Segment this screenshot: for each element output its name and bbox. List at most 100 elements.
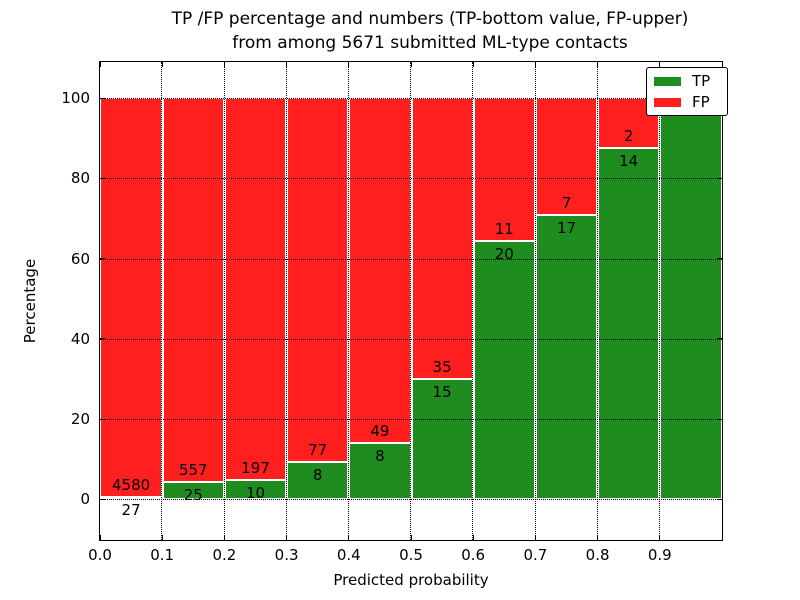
- bar-label-tp: 17: [556, 219, 577, 238]
- y-tick-right: [717, 418, 722, 420]
- x-gridline-dots: [596, 62, 598, 540]
- bar-label-tp: 20: [494, 244, 514, 263]
- x-tick-label: 0.5: [399, 546, 423, 564]
- x-tick-top: [410, 62, 412, 67]
- y-tick-label: 80: [70, 169, 90, 188]
- x-gridline: [533, 62, 537, 540]
- x-gridline-dots: [534, 62, 536, 540]
- bar-segment-fp: [411, 98, 474, 380]
- bar-label-fp: 197: [241, 459, 270, 478]
- bar-label-fp: 77: [308, 440, 328, 459]
- y-tick-label: 100: [61, 89, 90, 108]
- y-tick-right: [717, 338, 722, 340]
- x-gridline: [596, 62, 600, 540]
- x-gridline-dots: [161, 62, 163, 540]
- legend-item-fp: FP: [654, 94, 720, 110]
- x-tick: [286, 535, 288, 540]
- bar-label-tp: 8: [375, 447, 385, 466]
- x-tick-label: 0.9: [647, 546, 672, 564]
- bar-label-fp: 7: [561, 194, 572, 213]
- x-gridline: [658, 62, 662, 540]
- x-gridline-dots: [223, 62, 225, 540]
- x-gridline-dots: [410, 62, 412, 540]
- bar-label-fp: 49: [370, 422, 390, 441]
- bar-segment-fp: [100, 98, 163, 498]
- x-gridline: [160, 62, 164, 540]
- y-tick-right: [717, 498, 722, 500]
- x-tick-label: 0.0: [88, 546, 112, 564]
- bar-label-tp: 8: [312, 465, 323, 484]
- x-tick-top: [597, 62, 599, 67]
- x-tick: [597, 535, 599, 540]
- bar-label-tp: 15: [432, 383, 452, 402]
- y-tick-right: [717, 258, 722, 260]
- x-tick-top: [99, 62, 101, 67]
- x-tick-label: 0.4: [336, 546, 361, 564]
- y-tick-label: 60: [70, 249, 90, 268]
- y-gridline: [100, 98, 722, 100]
- chart-title: TP /FP percentage and numbers (TP-bottom…: [100, 7, 760, 55]
- x-gridline-dots: [472, 62, 474, 540]
- x-tick: [348, 535, 350, 540]
- x-gridline-dots: [348, 62, 350, 540]
- x-gridline: [471, 62, 475, 540]
- x-gridline-dots: [659, 62, 661, 540]
- x-tick: [721, 535, 723, 540]
- y-axis-label: Percentage: [21, 258, 39, 344]
- x-tick-top: [534, 62, 536, 67]
- bar-label-tp: 14: [619, 152, 639, 171]
- bar-label-fp: 11: [494, 219, 514, 238]
- x-tick-label: 0.3: [274, 546, 299, 564]
- y-tick: [100, 498, 105, 500]
- x-gridline: [285, 62, 289, 540]
- y-tick: [100, 97, 105, 99]
- y-gridline: [100, 338, 722, 340]
- bar-label-tp: 27: [121, 501, 141, 520]
- x-tick: [99, 535, 101, 540]
- x-tick-label: 0.8: [585, 546, 610, 564]
- bar-label-tp: 10: [245, 484, 266, 503]
- bar-label-fp: 4580: [112, 476, 151, 495]
- y-gridline: [100, 499, 722, 501]
- x-tick-top: [286, 62, 288, 67]
- x-tick: [410, 535, 412, 540]
- x-tick: [534, 535, 536, 540]
- x-gridline: [409, 62, 413, 540]
- legend-item-tp: TP: [654, 73, 720, 89]
- chart-title-line2: from among 5671 submitted ML-type contac…: [232, 33, 628, 53]
- bar-segment-tp: [473, 240, 536, 500]
- x-tick-top: [161, 62, 163, 67]
- x-gridline: [222, 62, 226, 540]
- y-gridline: [100, 178, 722, 180]
- y-tick-label: 40: [70, 329, 90, 348]
- bar-segment-fp: [348, 98, 411, 444]
- x-gridline-dots: [285, 62, 287, 540]
- x-tick-label: 0.7: [523, 546, 548, 564]
- bar-segment-fp: [224, 98, 287, 481]
- x-tick-label: 0.1: [150, 546, 175, 564]
- bar-label-fp: 557: [178, 461, 208, 480]
- x-tick: [472, 535, 474, 540]
- y-gridline: [100, 419, 722, 421]
- x-tick-label: 0.6: [461, 546, 486, 564]
- legend-label-tp: TP: [692, 72, 711, 90]
- y-tick-label: 20: [70, 410, 90, 429]
- x-tick-top: [659, 62, 661, 67]
- bar-segment-fp: [286, 98, 349, 462]
- y-tick: [100, 338, 105, 340]
- x-tick-top: [472, 62, 474, 67]
- x-tick-top: [223, 62, 225, 67]
- y-tick-right: [717, 177, 722, 179]
- x-tick: [161, 535, 163, 540]
- x-tick: [223, 535, 225, 540]
- x-tick-label: 0.2: [212, 546, 237, 564]
- bar-segment-tp: [659, 98, 722, 500]
- y-tick: [100, 177, 105, 179]
- legend-label-fp: FP: [692, 93, 710, 111]
- bar-label-fp: 35: [432, 358, 452, 377]
- x-tick-top: [721, 62, 723, 67]
- legend: TP FP: [646, 67, 728, 116]
- plot-area: [99, 61, 723, 541]
- bar-segment-tp: [286, 461, 349, 500]
